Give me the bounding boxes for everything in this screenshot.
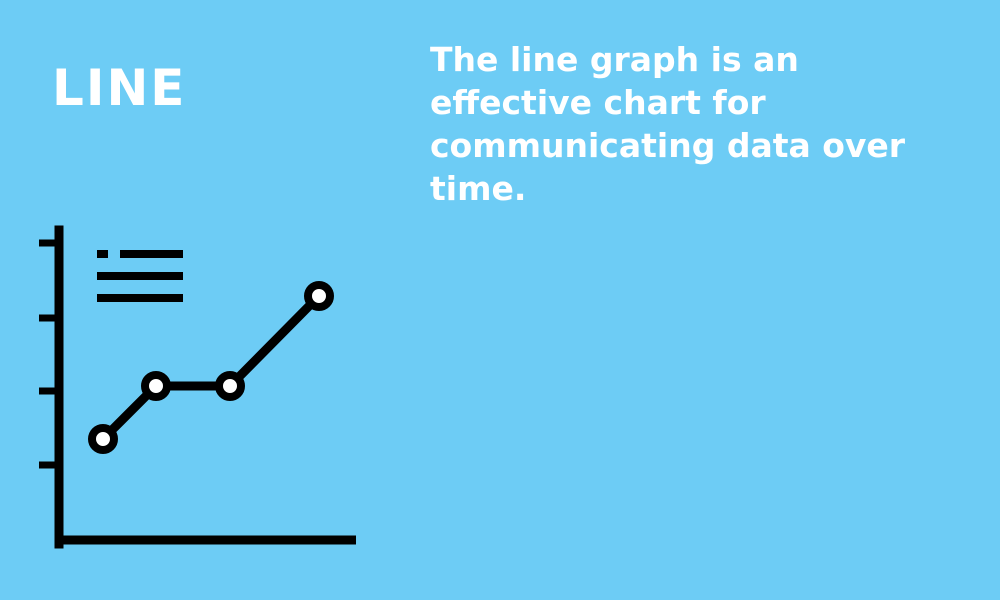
legend-line — [97, 294, 183, 302]
legend-line — [120, 250, 183, 258]
trend-point — [304, 281, 334, 311]
legend-lines-icon — [97, 250, 183, 302]
trend-point — [88, 424, 118, 454]
y-axis-ticks — [39, 239, 59, 469]
trend-point — [215, 371, 245, 401]
trend-points — [88, 281, 334, 454]
trend-point — [141, 371, 171, 401]
legend-line — [97, 272, 183, 280]
card-title: LINE — [52, 59, 187, 117]
trend-line — [98, 291, 324, 444]
legend-bullet — [97, 250, 108, 258]
card-description: The line graph is an effective chart for… — [430, 40, 906, 208]
